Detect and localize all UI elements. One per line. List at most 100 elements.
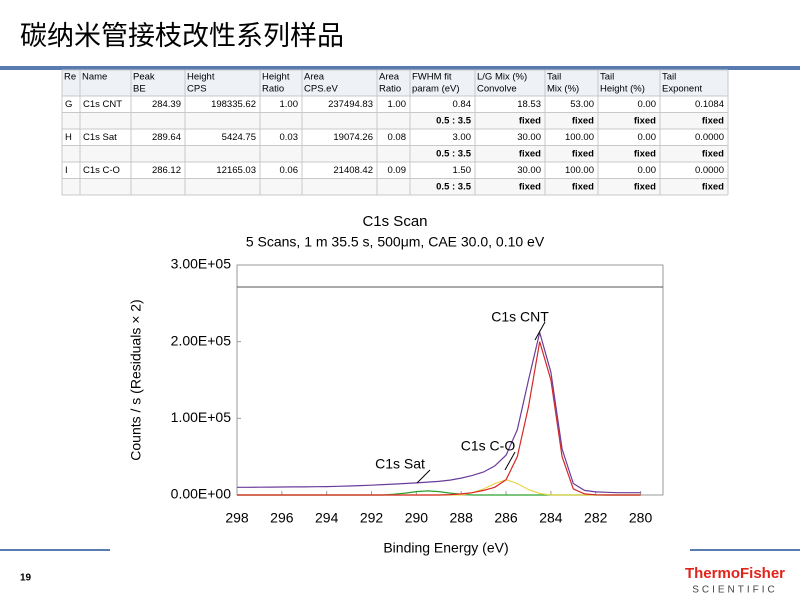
x-tick-label: 292 <box>360 510 384 526</box>
table-cell: 237494.83 <box>328 99 373 110</box>
y-axis-label: Counts / s (Residuals × 2) <box>128 299 144 460</box>
table-cell: fixed <box>634 115 656 126</box>
table-cell: 19074.26 <box>333 132 373 143</box>
table-cell: fixed <box>634 148 656 159</box>
table-cell: 0.08 <box>388 132 407 143</box>
table-cell: 0.09 <box>388 165 407 176</box>
table-header: Height (%) <box>600 84 645 95</box>
table-header: Mix (%) <box>547 84 579 95</box>
table-header: Peak <box>133 72 155 83</box>
table-cell: 0.84 <box>453 99 472 110</box>
chart-subtitle: 5 Scans, 1 m 35.5 s, 500μm, CAE 30.0, 0.… <box>246 234 545 250</box>
table-cell: 284.39 <box>152 99 181 110</box>
table-cell: fixed <box>702 181 724 192</box>
table-cell: fixed <box>702 148 724 159</box>
table-cell: H <box>65 132 72 143</box>
table-header: param (eV) <box>412 84 460 95</box>
page-number: 19 <box>20 573 32 584</box>
table-cell: 198335.62 <box>211 99 256 110</box>
table-header: FWHM fit <box>412 72 452 83</box>
table-cell: 0.5 : 3.5 <box>436 115 472 126</box>
table-header: BE <box>133 84 146 95</box>
table-cell: 18.53 <box>517 99 541 110</box>
x-tick-label: 296 <box>270 510 294 526</box>
table-cell: 286.12 <box>152 165 181 176</box>
table-cell: 12165.03 <box>216 165 256 176</box>
annotation-leader <box>504 451 516 471</box>
table-header: Area <box>379 72 400 83</box>
y-tick-label: 3.00E+05 <box>171 256 232 272</box>
footer-rule <box>690 549 800 551</box>
table-cell: 30.00 <box>517 165 541 176</box>
table-cell: 0.5 : 3.5 <box>436 181 472 192</box>
table-header: Tail <box>600 72 614 83</box>
table-cell: 5424.75 <box>222 132 256 143</box>
slide-title: 碳纳米管接枝改性系列样品 <box>20 21 344 51</box>
table-cell: fixed <box>572 181 594 192</box>
table-cell: 3.00 <box>453 132 472 143</box>
y-tick-label: 1.00E+05 <box>171 409 232 425</box>
table-cell: 53.00 <box>570 99 594 110</box>
x-axis-label: Binding Energy (eV) <box>383 540 508 556</box>
table-header: CPS <box>187 84 207 95</box>
table-cell: fixed <box>634 181 656 192</box>
table-cell: C1s CNT <box>83 99 122 110</box>
table-header: Name <box>82 72 107 83</box>
table-header: Height <box>262 72 290 83</box>
table-cell: fixed <box>572 148 594 159</box>
table-cell: fixed <box>519 181 541 192</box>
annotation-leader <box>534 321 546 341</box>
table-cell: 0.00 <box>638 165 657 176</box>
table-cell: 1.00 <box>388 99 407 110</box>
annotation: C1s CNT <box>491 309 549 325</box>
table-cell: fixed <box>519 115 541 126</box>
table-cell: G <box>65 99 72 110</box>
logo-brand: ThermoFisher <box>685 565 785 582</box>
table-cell: 30.00 <box>517 132 541 143</box>
table-cell: 21408.42 <box>333 165 373 176</box>
table-header: Re <box>64 72 76 83</box>
table-header: L/G Mix (%) <box>477 72 527 83</box>
y-tick-label: 2.00E+05 <box>171 332 232 348</box>
table-cell: 289.64 <box>152 132 181 143</box>
table-cell: I <box>65 165 68 176</box>
table-cell: 0.0000 <box>695 165 724 176</box>
x-tick-label: 280 <box>629 510 653 526</box>
table: Re Name PeakBEHeightCPSHeightRatioAreaCPS.… <box>61 69 729 196</box>
x-tick-label: 286 <box>494 510 518 526</box>
table-header-bg <box>62 70 728 96</box>
table-header: Ratio <box>379 84 401 95</box>
table-cell: 100.00 <box>565 132 594 143</box>
x-tick-label: 294 <box>315 510 339 526</box>
chart-title: C1s Scan <box>362 213 427 230</box>
row-bg <box>62 145 728 162</box>
chart: C1s Scan 5 Scans, 1 m 35.5 s, 500μm, CAE … <box>128 213 664 556</box>
x-tick-label: 290 <box>405 510 429 526</box>
footer-rule <box>0 549 110 551</box>
table-header: Exponent <box>662 84 703 95</box>
table-cell: 100.00 <box>565 165 594 176</box>
annotation: C1s Sat <box>375 456 425 472</box>
table-cell: 0.00 <box>638 99 657 110</box>
title-rule <box>0 66 800 70</box>
table-header: Tail <box>547 72 561 83</box>
table-cell: 0.0000 <box>695 132 724 143</box>
x-tick-label: 298 <box>225 510 249 526</box>
table-cell: 0.03 <box>280 132 299 143</box>
table-cell: 1.50 <box>453 165 472 176</box>
table-header: CPS.eV <box>304 84 338 95</box>
table-cell: 0.00 <box>638 132 657 143</box>
table-header: Ratio <box>262 84 284 95</box>
logo-tagline: SCIENTIFIC <box>692 585 778 596</box>
row-bg <box>62 112 728 129</box>
x-tick-label: 284 <box>539 510 563 526</box>
annotation-leader <box>416 469 431 484</box>
x-tick-label: 288 <box>450 510 474 526</box>
table-header: Height <box>187 72 215 83</box>
annotation: C1s C-O <box>461 438 516 454</box>
x-tick-label: 282 <box>584 510 608 526</box>
table-cell: fixed <box>702 115 724 126</box>
table-cell: 0.06 <box>280 165 299 176</box>
table-cell: fixed <box>519 148 541 159</box>
